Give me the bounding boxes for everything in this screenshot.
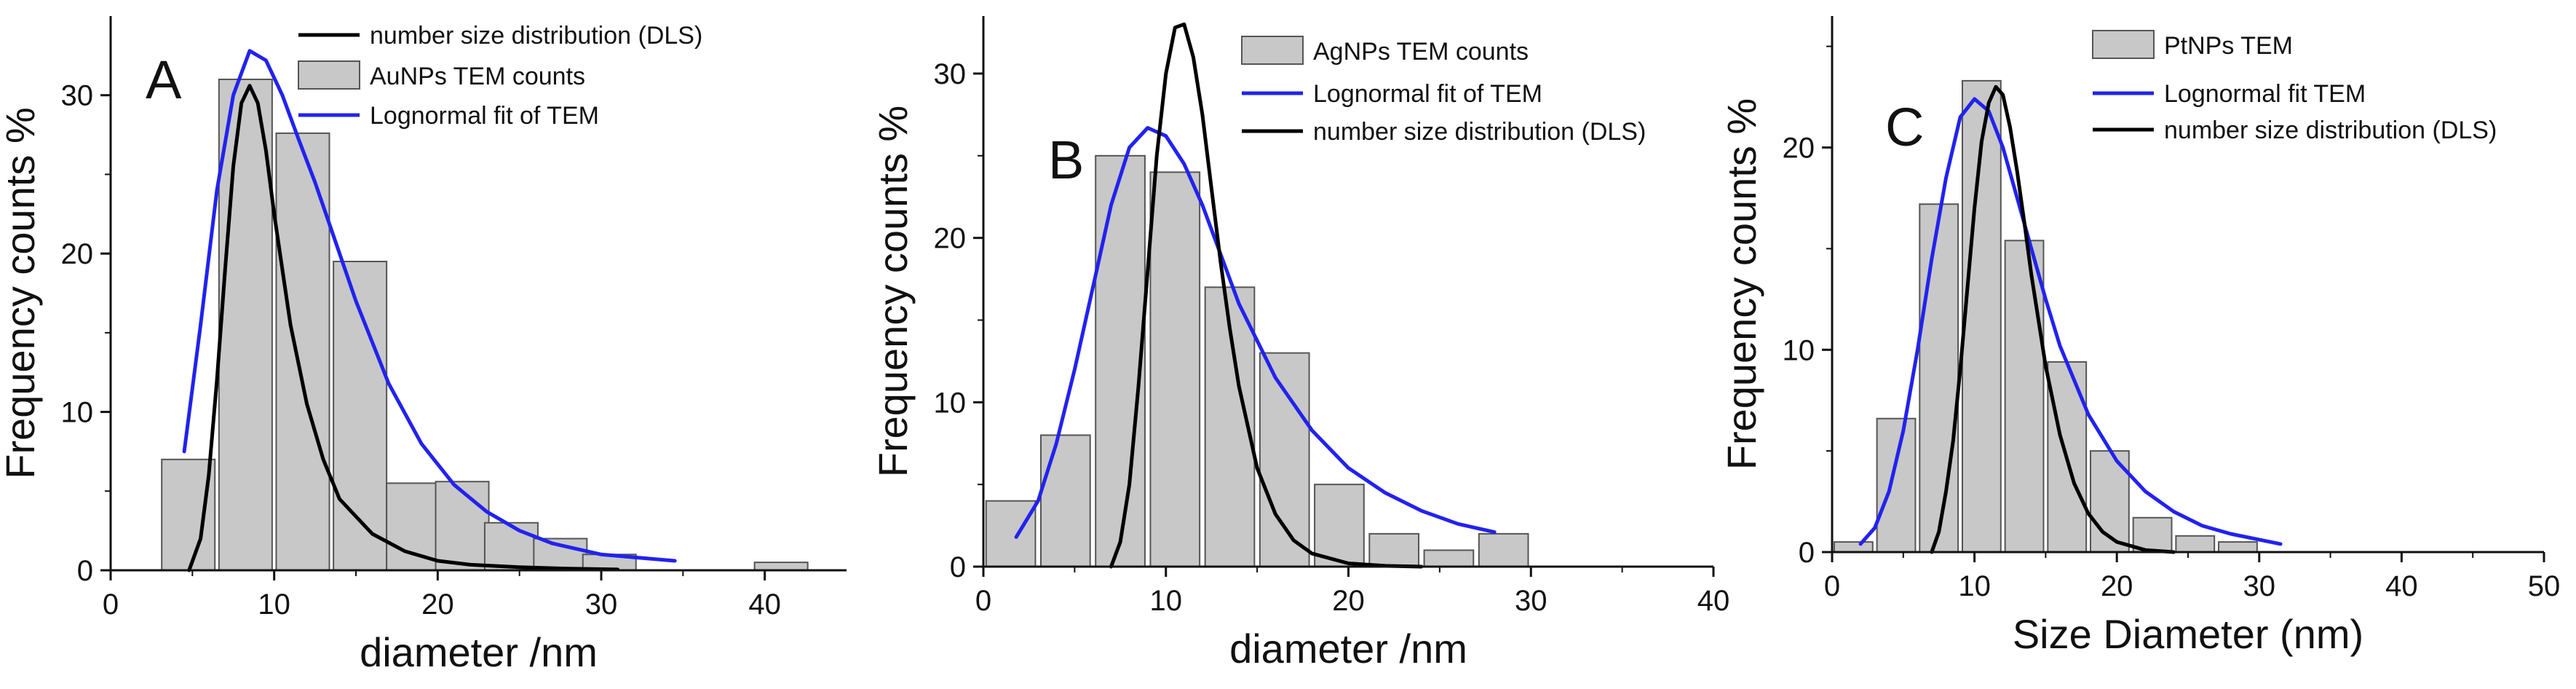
x-tick-label: 20 — [1332, 585, 1365, 617]
y-tick-label: 10 — [61, 397, 94, 429]
series-line-2 — [182, 49, 677, 563]
x-tick-label: 0 — [975, 585, 991, 617]
histogram-bar — [1095, 154, 1146, 567]
histogram-bar — [161, 458, 216, 571]
series-line-1 — [1014, 126, 1497, 539]
x-tick-label: 30 — [2243, 570, 2276, 602]
y-tick-label: 0 — [77, 555, 93, 587]
legend-label: Lognormal fit of TEM — [1313, 80, 1542, 108]
series-line-1 — [1858, 97, 2283, 546]
x-axis-title: diameter /nm — [360, 629, 598, 675]
histogram-bar — [435, 481, 490, 571]
legend-label: PtNPs TEM — [2164, 32, 2293, 60]
x-tick-label: 10 — [258, 588, 290, 621]
histogram-bar — [2004, 240, 2045, 553]
x-tick-label: 40 — [1697, 585, 1730, 617]
y-tick-label: 30 — [934, 58, 967, 90]
x-axis-title: diameter /nm — [1229, 626, 1467, 672]
histogram-bar — [985, 500, 1037, 567]
histogram-bar — [2132, 516, 2173, 554]
chart-panel-b: 0 10 20 30 40 0 10 20 30 diameter /nm Frequency co… — [870, 16, 1729, 672]
y-tick-label: 0 — [950, 551, 966, 583]
series-line-2 — [1109, 22, 1424, 569]
legend-label: number size distribution (DLS) — [370, 22, 702, 50]
histogram-bar — [218, 78, 273, 571]
y-tick-label: 20 — [934, 223, 967, 255]
y-tick-label: 20 — [61, 238, 94, 270]
y-axis-title: Frequency counts % — [0, 107, 43, 479]
x-tick-label: 20 — [2101, 570, 2133, 602]
legend-label: AgNPs TEM counts — [1313, 38, 1529, 66]
x-tick-label: 30 — [585, 588, 618, 621]
histogram-bar — [1961, 79, 2002, 553]
histogram-bar — [1833, 541, 1874, 554]
chart-panel-c: 0 10 20 30 40 50 0 10 20 Size Diameter (nm) Freque… — [1719, 16, 2560, 657]
histogram-bar — [483, 521, 539, 571]
x-tick-label: 40 — [748, 588, 781, 621]
histogram-bar — [1039, 434, 1091, 568]
x-tick-label: 30 — [1515, 585, 1547, 617]
legend-label: Lognormal fit TEM — [2164, 80, 2366, 108]
panel-label: C — [1885, 97, 1924, 157]
legend-label: AuNPs TEM counts — [370, 63, 585, 90]
x-tick-label: 10 — [1150, 585, 1183, 617]
histogram-bar — [1149, 171, 1201, 567]
y-tick-label: 10 — [934, 387, 967, 419]
chart-panel-a: 0 10 20 30 40 0 10 20 30 diameter /nm Frequency co… — [0, 16, 847, 675]
y-tick-label: 0 — [1799, 537, 1815, 569]
panel-label: B — [1048, 130, 1084, 190]
histogram-bar — [1919, 203, 1959, 553]
legend-label: number size distribution (DLS) — [1313, 118, 1646, 146]
histogram-bar — [1876, 417, 1917, 553]
histogram-bar — [2175, 535, 2216, 553]
x-tick-label: 0 — [1824, 570, 1840, 602]
legend-label: number size distribution (DLS) — [2164, 117, 2497, 144]
histogram-bar — [1368, 532, 1420, 567]
histogram-bar — [1314, 484, 1365, 568]
legend-label: Lognormal fit of TEM — [370, 102, 599, 130]
x-tick-label: 20 — [421, 588, 454, 621]
legend-swatch-box — [298, 60, 360, 90]
histogram-bar — [2218, 541, 2258, 554]
x-tick-label: 0 — [103, 588, 119, 621]
series-line-2 — [1930, 84, 2176, 554]
x-tick-label: 50 — [2528, 570, 2561, 602]
legend-swatch-box — [1241, 36, 1304, 65]
histogram-bar — [1478, 532, 1529, 567]
x-axis-title: Size Diameter (nm) — [2013, 611, 2363, 657]
y-axis-title: Frequency counts % — [1719, 98, 1764, 470]
x-tick-label: 40 — [2385, 570, 2418, 602]
histogram-bar — [1423, 549, 1475, 568]
legend-swatch-box — [2092, 30, 2155, 59]
histogram-bar — [1259, 352, 1310, 567]
y-tick-label: 10 — [1783, 334, 1815, 366]
panel-label: A — [146, 50, 182, 110]
y-tick-label: 20 — [1783, 133, 1815, 165]
y-axis-title: Frequency counts % — [870, 106, 916, 477]
histogram-bar — [753, 562, 809, 572]
y-tick-label: 30 — [61, 80, 94, 112]
series-line-1 — [187, 84, 619, 572]
x-tick-label: 10 — [1958, 570, 1991, 602]
histogram-bar — [275, 132, 330, 571]
